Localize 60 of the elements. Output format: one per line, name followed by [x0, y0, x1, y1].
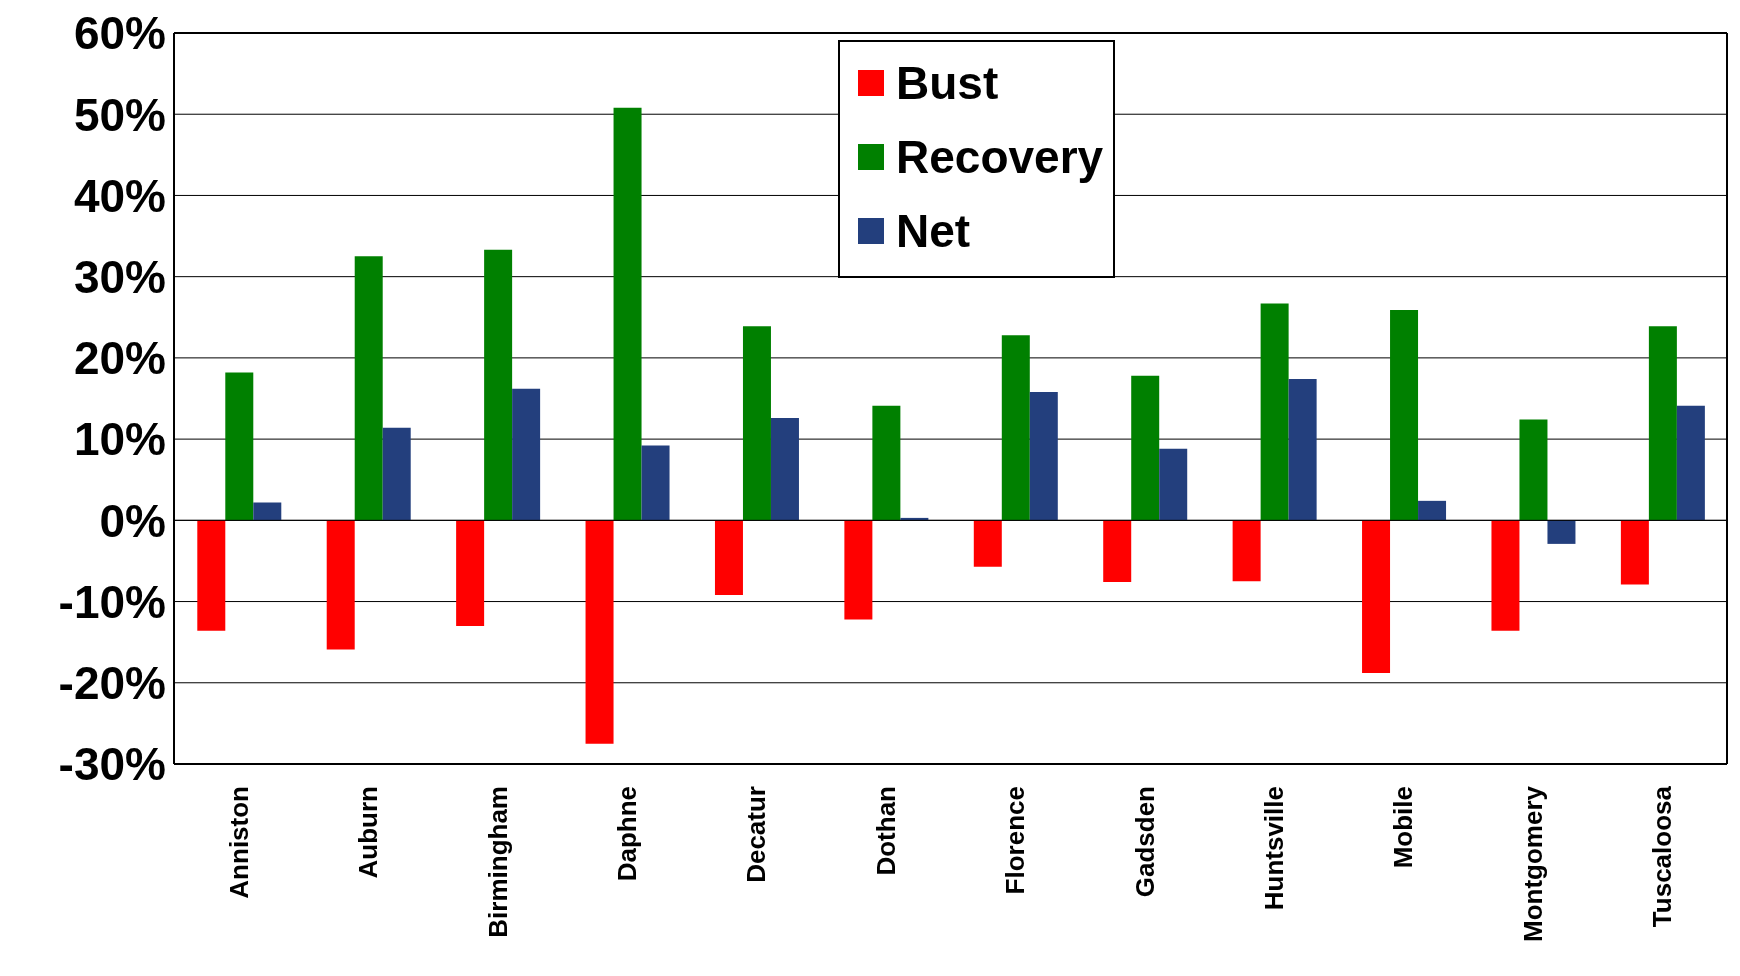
y-tick-label: -30% — [58, 738, 166, 791]
x-tick-label: Mobile — [1388, 786, 1419, 869]
x-tick-label: Tuscaloosa — [1647, 785, 1678, 928]
bar — [1001, 335, 1030, 521]
y-tick-label: 10% — [73, 413, 166, 466]
bar — [1362, 520, 1391, 674]
bar — [1491, 520, 1520, 631]
bar — [973, 520, 1002, 567]
bar — [326, 520, 355, 650]
bar — [1547, 520, 1576, 544]
bar — [742, 326, 771, 521]
x-tick-label: Montgomery — [1517, 785, 1548, 942]
bar — [354, 256, 383, 521]
bar — [1103, 520, 1132, 583]
bar — [770, 417, 799, 521]
y-tick-label: 40% — [73, 169, 166, 222]
bar — [1676, 405, 1705, 521]
bar — [1418, 500, 1447, 521]
bar — [1131, 375, 1160, 521]
bar — [225, 372, 254, 521]
y-tick-label: -10% — [58, 575, 166, 628]
bar — [714, 520, 743, 596]
bar — [1648, 326, 1677, 521]
x-tick-label: Gadsden — [1129, 786, 1160, 898]
bar — [1288, 379, 1317, 521]
bar — [641, 445, 670, 521]
x-tick-label: Decatur — [741, 786, 772, 883]
bar — [382, 427, 411, 521]
bar — [1232, 520, 1261, 582]
x-tick-label: Florence — [1000, 786, 1031, 895]
bar — [197, 520, 226, 631]
y-tick-label: -20% — [58, 657, 166, 710]
x-tick-label: Birmingham — [482, 786, 513, 938]
bar — [1260, 303, 1289, 521]
bar — [844, 520, 873, 620]
y-tick-label: 60% — [73, 7, 166, 60]
bar — [1519, 419, 1548, 521]
legend-label: Net — [896, 204, 971, 258]
bar — [456, 520, 485, 626]
bar — [613, 107, 642, 521]
bar — [484, 249, 513, 521]
y-tick-label: 0% — [99, 494, 166, 547]
y-tick-label: 20% — [73, 332, 166, 385]
bar — [1029, 392, 1058, 521]
bar — [872, 405, 901, 521]
legend-label: Recovery — [896, 130, 1104, 184]
y-tick-label: 30% — [73, 251, 166, 303]
x-tick-label: Huntsville — [1259, 786, 1290, 911]
bar — [512, 388, 541, 521]
bar — [1390, 309, 1419, 521]
bar — [585, 520, 614, 744]
x-tick-label: Auburn — [353, 786, 384, 879]
x-tick-label: Dothan — [870, 786, 901, 876]
x-tick-label: Anniston — [223, 786, 254, 899]
bar — [1620, 520, 1649, 585]
bar — [253, 502, 282, 521]
bar — [1159, 448, 1188, 521]
y-tick-label: 50% — [73, 88, 166, 141]
legend-label: Bust — [896, 56, 999, 110]
x-tick-label: Daphne — [611, 786, 642, 882]
